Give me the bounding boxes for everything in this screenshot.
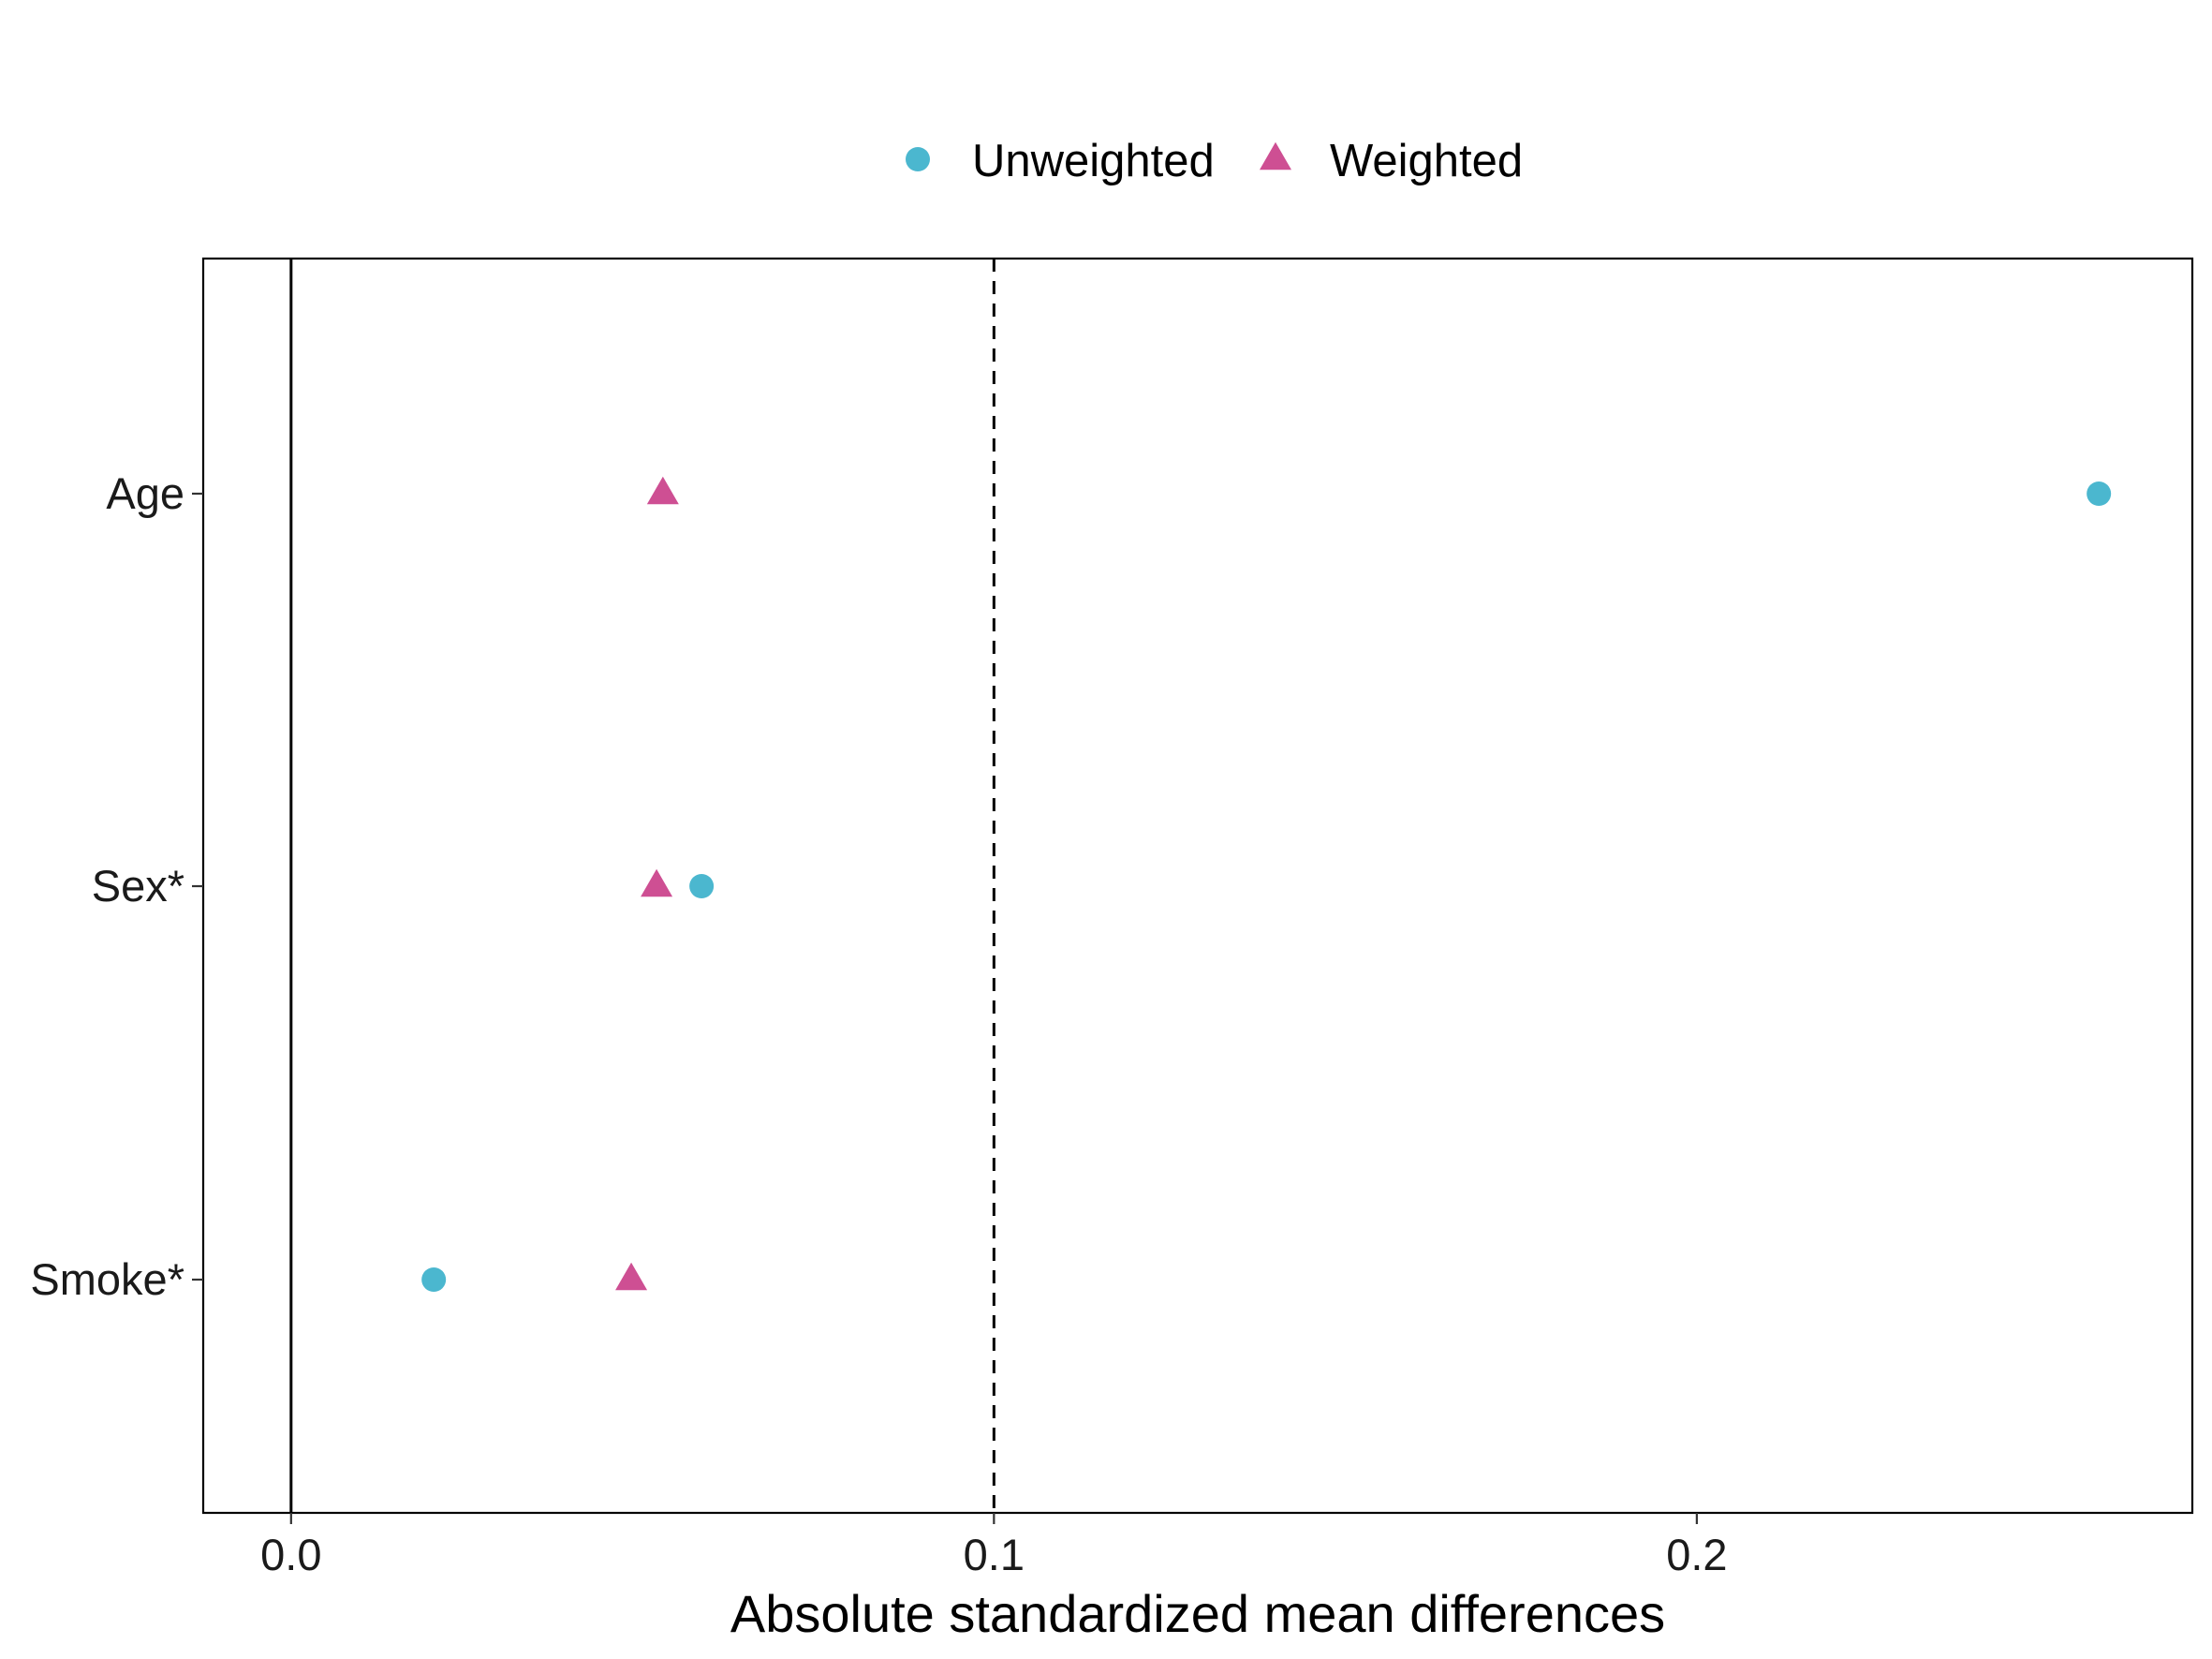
x-axis-title: Absolute standardized mean differences — [730, 1584, 1665, 1643]
circle-legend-icon — [906, 147, 930, 171]
unweighted-point — [689, 874, 715, 898]
y-tick-label: Sex* — [92, 861, 184, 911]
weighted-point — [646, 476, 679, 505]
weighted-point — [641, 868, 673, 897]
triangle-legend-icon — [1260, 141, 1291, 170]
legend-label: Weighted — [1330, 136, 1523, 186]
x-tick-label: 0.2 — [1666, 1530, 1727, 1579]
y-tick-label: Age — [106, 468, 184, 518]
weighted-point — [615, 1262, 648, 1291]
data-points — [421, 476, 2112, 1292]
plot-panel — [201, 257, 2194, 1515]
unweighted-point — [421, 1267, 447, 1292]
y-tick-label: Smoke* — [30, 1254, 184, 1304]
legend-label: Unweighted — [972, 136, 1215, 186]
legend: Unweighted Weighted — [906, 136, 1523, 186]
x-tick-label: 0.1 — [964, 1530, 1025, 1579]
x-axis: 0.0 0.1 0.2 — [260, 1513, 1728, 1579]
reference-lines — [289, 259, 995, 1513]
legend-item: Unweighted — [906, 136, 1215, 186]
unweighted-point — [2087, 481, 2112, 506]
legend-item: Weighted — [1260, 136, 1523, 186]
y-axis: Age Sex* Smoke* — [30, 468, 203, 1304]
x-tick-label: 0.0 — [260, 1530, 321, 1579]
